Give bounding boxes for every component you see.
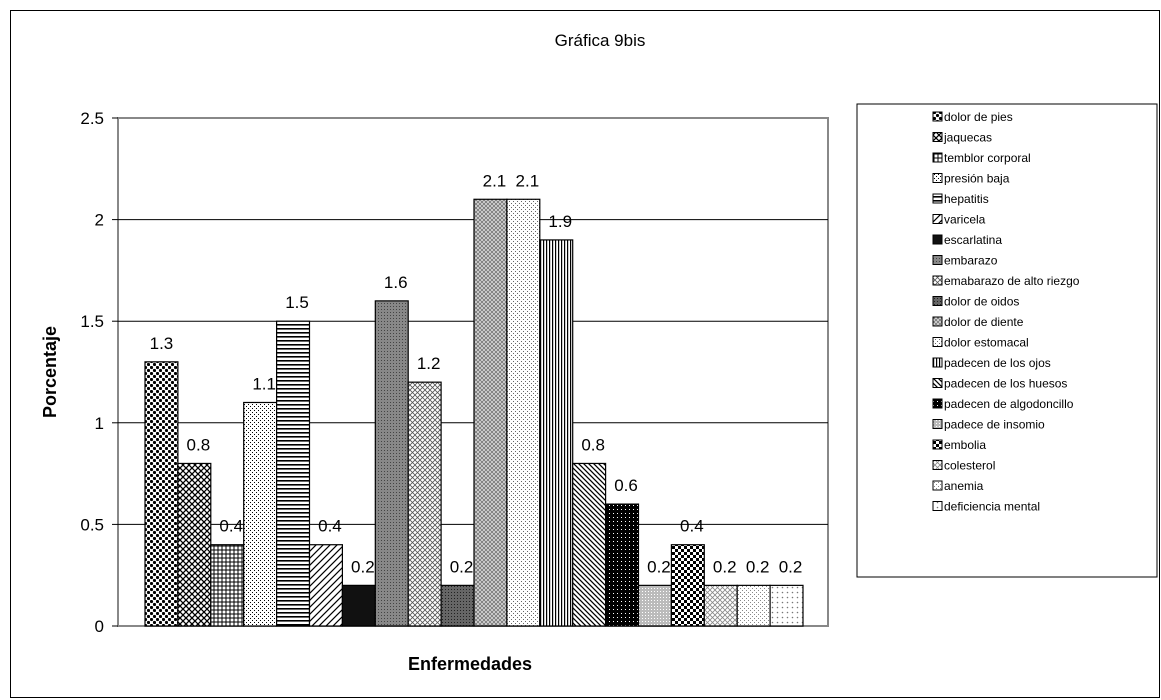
legend-swatch <box>932 419 943 429</box>
legend-label: embolia <box>944 438 986 452</box>
data-label: 0.2 <box>351 557 375 576</box>
legend-label: colesterol <box>944 459 995 473</box>
data-label: 1.6 <box>384 273 408 292</box>
legend-swatch <box>932 173 943 183</box>
bar <box>210 544 245 627</box>
y-tick-label: 0.5 <box>80 515 104 534</box>
data-label: 0.6 <box>614 476 638 495</box>
legend-label: padecen de los huesos <box>944 377 1067 391</box>
legend-label: presión baja <box>944 172 1010 186</box>
legend-label: padece de insomio <box>944 418 1045 432</box>
legend-label: dolor de pies <box>944 110 1013 124</box>
legend-label: anemia <box>944 479 984 493</box>
legend-swatch <box>932 439 943 450</box>
bar <box>374 300 409 627</box>
bar <box>604 503 640 627</box>
data-label: 0.2 <box>450 557 474 576</box>
bar <box>308 544 344 627</box>
data-label: 1.3 <box>150 334 174 353</box>
legend-swatch <box>932 357 943 368</box>
bar <box>572 462 607 627</box>
legend-label: escarlatina <box>944 233 1002 247</box>
legend-swatch <box>932 193 943 204</box>
bar <box>276 320 311 627</box>
bar <box>144 361 179 627</box>
bar <box>769 584 804 627</box>
bar <box>670 544 705 627</box>
data-label: 2.1 <box>483 171 507 190</box>
y-tick-label: 1 <box>95 414 104 433</box>
legend-swatch <box>932 214 943 224</box>
legend-label: temblor corporal <box>944 151 1031 165</box>
bar <box>506 198 541 627</box>
legend-label: hepatitis <box>944 192 989 206</box>
data-label: 0.4 <box>219 517 243 536</box>
legend-swatch <box>932 398 943 409</box>
legend-swatch <box>932 296 943 306</box>
legend-box <box>856 103 1158 578</box>
data-label: 2.1 <box>516 171 540 190</box>
legend-swatch <box>932 255 943 265</box>
data-label: 0.2 <box>647 557 671 576</box>
legend-label: jaquecas <box>943 131 992 145</box>
legend-swatch <box>932 132 943 142</box>
legend-swatch <box>932 152 943 163</box>
legend-label: embarazo <box>944 254 998 268</box>
bar <box>736 584 771 627</box>
data-label: 1.2 <box>417 354 441 373</box>
legend-swatch <box>932 460 943 470</box>
legend-swatch <box>932 316 943 327</box>
legend-label: padecen de algodoncillo <box>944 397 1074 411</box>
legend-label: padecen de los ojos <box>944 356 1051 370</box>
legend-label: dolor estomacal <box>944 336 1029 350</box>
legend-label: dolor de oidos <box>944 295 1019 309</box>
data-label: 0.8 <box>187 435 211 454</box>
y-tick-label: 2.5 <box>80 109 104 128</box>
data-label: 0.8 <box>581 435 605 454</box>
legend-swatch <box>932 275 943 286</box>
bar <box>243 401 278 627</box>
data-label: 0.2 <box>713 557 737 576</box>
plot-area <box>117 117 829 627</box>
legend-label: emabarazo de alto riezgo <box>944 274 1080 288</box>
legend-swatch <box>932 337 943 347</box>
bar <box>407 381 442 627</box>
y-axis-title: Porcentaje <box>40 326 60 418</box>
legend-label: dolor de diente <box>944 315 1024 329</box>
data-label: 0.2 <box>779 557 803 576</box>
data-label: 0.4 <box>680 517 704 536</box>
bars <box>144 198 804 627</box>
data-label: 1.9 <box>548 212 572 231</box>
legend-swatch <box>932 234 943 245</box>
bar <box>703 584 738 627</box>
legend-swatch <box>932 501 943 511</box>
legend-swatch <box>932 378 943 388</box>
y-axis-ticks: 0 0.5 1 1.5 2 2.5 <box>80 109 118 636</box>
y-tick-label: 2 <box>95 211 104 230</box>
y-tick-label: 1.5 <box>80 312 104 331</box>
legend-label: varicela <box>944 213 986 227</box>
legend-swatch <box>932 111 943 122</box>
data-labels: 1.3 0.8 0.4 1.1 1.5 0.4 0.2 1.6 1.2 0.2 2.1 2.1 1.9 0… <box>150 171 803 576</box>
bar <box>341 584 376 627</box>
gridlines <box>118 219 828 525</box>
chart-frame <box>10 10 1160 698</box>
legend: dolor de pies jaquecas temblor corporal pre… <box>932 110 1080 514</box>
legend-label: deficiencia mental <box>944 500 1040 514</box>
data-label: 0.4 <box>318 517 342 536</box>
y-tick-label: 0 <box>95 617 104 636</box>
legend-swatch <box>932 480 943 491</box>
bar <box>473 198 508 627</box>
bar <box>637 584 673 627</box>
chart-title: Gráfica 9bis <box>555 31 646 50</box>
bar <box>177 462 212 627</box>
data-label: 1.1 <box>252 374 276 393</box>
bar <box>539 239 574 627</box>
data-label: 0.2 <box>746 557 770 576</box>
bar <box>440 584 475 627</box>
data-label: 1.5 <box>285 293 309 312</box>
x-axis-title: Enfermedades <box>408 654 532 674</box>
